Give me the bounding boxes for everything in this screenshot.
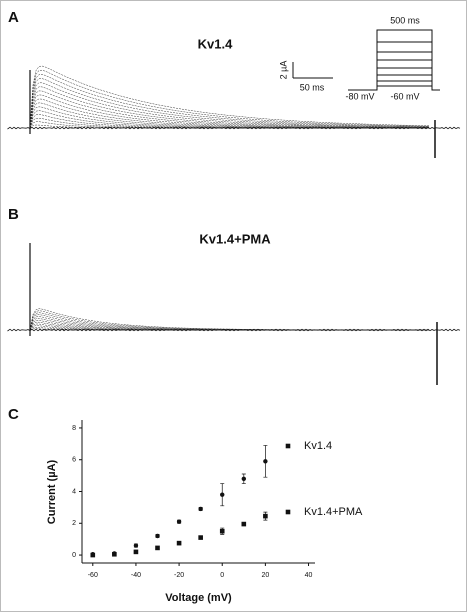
panel-title: Kv1.4+PMA [199, 231, 271, 246]
y-tick-label: 0 [72, 552, 76, 559]
y-tick-label: 2 [72, 520, 76, 527]
data-point [155, 545, 160, 551]
current-trace [29, 82, 429, 129]
protocol-label: -80 mV [345, 91, 374, 101]
data-point [90, 552, 96, 558]
x-tick-label: 0 [220, 572, 224, 579]
iv-plot: 0 2 4 6 8 -60 -40 -20 0 20 40 Voltage (mV) Current (… [46, 420, 363, 604]
data-point [198, 535, 203, 540]
traces [7, 65, 461, 385]
current-trace [29, 69, 430, 129]
baseline [7, 328, 461, 332]
current-trace [29, 65, 430, 129]
data-point [220, 492, 225, 497]
data-point [176, 540, 182, 546]
data-point [263, 459, 268, 464]
baseline [7, 126, 461, 130]
data-point [133, 549, 139, 555]
legend-marker [285, 443, 291, 449]
x-tick-label: -20 [174, 572, 184, 579]
data-point [155, 533, 160, 539]
y-axis-label: Current (µA) [46, 459, 58, 524]
protocol [348, 29, 440, 91]
data-point [263, 513, 268, 519]
data-point [176, 519, 182, 524]
data-point [219, 528, 225, 534]
x-axis-label: Voltage (mV) [165, 592, 232, 604]
x-tick-label: -40 [131, 572, 141, 579]
protocol-label: -60 mV [390, 91, 419, 101]
current-trace [29, 78, 429, 129]
current-trace [29, 117, 429, 129]
current-trace [29, 86, 429, 129]
panel-title: Kv1.4 [198, 36, 233, 51]
x-tick-label: 20 [261, 572, 269, 579]
data-point [241, 476, 247, 481]
current-trace [29, 106, 429, 129]
x-tick-label: -60 [88, 572, 98, 579]
panel-label: B [8, 206, 19, 223]
data-point [112, 551, 117, 557]
scale-label: 2 µA [278, 61, 288, 80]
y-tick-label: 8 [72, 425, 76, 432]
y-tick-label: 6 [72, 457, 76, 464]
protocol-outline [348, 29, 440, 91]
y-tick-label: 4 [72, 488, 76, 495]
scale-label: 50 ms [300, 82, 325, 92]
current-trace [29, 90, 429, 129]
panel-label: A [8, 9, 19, 26]
data-point [241, 521, 247, 527]
protocol-label: 500 ms [390, 15, 420, 25]
panel-label: C [8, 406, 19, 423]
legend-label: Kv1.4 [304, 440, 332, 452]
legend-marker [285, 509, 291, 515]
data-point [133, 543, 139, 548]
current-trace [29, 74, 430, 129]
x-tick-label: 40 [305, 572, 313, 579]
data-point [198, 506, 203, 512]
current-trace [29, 94, 429, 129]
legend-label: Kv1.4+PMA [304, 506, 363, 518]
